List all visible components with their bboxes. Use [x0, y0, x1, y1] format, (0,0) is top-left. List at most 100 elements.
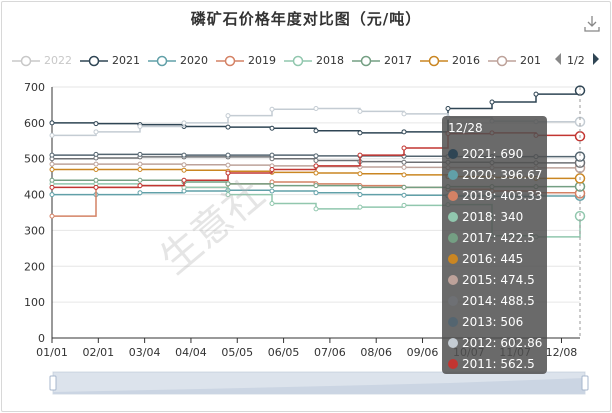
legend-marker-icon — [420, 55, 448, 67]
tooltip-series-dot — [448, 149, 458, 159]
x-tick-label: 05/05 — [221, 346, 253, 359]
data-point-2017 — [357, 184, 363, 190]
tooltip-series-dot — [448, 254, 458, 264]
data-point-2013 — [181, 152, 187, 158]
tooltip-row: 2012: 602.86 — [448, 333, 542, 353]
data-point-2011 — [357, 152, 363, 158]
data-point-2018 — [225, 192, 231, 198]
data-point-2015 — [93, 161, 99, 167]
datazoom-slider — [49, 371, 589, 395]
legend-label: 2017 — [384, 54, 412, 67]
data-point-2016 — [313, 170, 319, 176]
data-point-2020 — [313, 190, 319, 196]
legend: 2022 2021 2020 2019 2018 2017 2016 201 — [4, 52, 564, 70]
tooltip-series-dot — [448, 359, 458, 369]
tooltip-row: 2018: 340 — [448, 207, 523, 227]
data-point-2011 — [401, 145, 407, 151]
tooltip-series-dot — [448, 338, 458, 348]
tooltip-row: 2016: 445 — [448, 249, 523, 269]
tooltip-row-label: 2013: 506 — [462, 315, 524, 329]
data-point-2016 — [181, 167, 187, 173]
data-point-2012 — [49, 132, 55, 138]
data-point-2017 — [401, 184, 407, 190]
data-point-2021 — [313, 128, 319, 134]
legend-label: 2018 — [316, 54, 344, 67]
legend-label: 2021 — [112, 54, 140, 67]
data-point-2013 — [49, 152, 55, 158]
data-point-2017 — [49, 177, 55, 183]
zoom-shadow — [53, 378, 585, 394]
data-point-2021 — [49, 120, 55, 126]
data-point-2015 — [49, 161, 55, 167]
data-point-2012 — [357, 108, 363, 114]
data-point-2016 — [401, 172, 407, 178]
legend-marker-icon — [216, 55, 244, 67]
legend-marker-icon — [352, 55, 380, 67]
legend-next-icon[interactable] — [592, 52, 600, 66]
legend-label: 2022 — [44, 54, 72, 67]
tooltip-row: 2015: 474.5 — [448, 270, 535, 290]
y-tick-label: 300 — [24, 224, 45, 237]
data-point-2018 — [269, 201, 275, 207]
data-point-2013 — [137, 151, 143, 157]
data-point-2011 — [269, 166, 275, 172]
data-point-2015 — [225, 162, 231, 168]
download-icon[interactable] — [584, 15, 600, 33]
tooltip-row-label: 2012: 602.86 — [462, 336, 543, 350]
x-tick-label: 02/01 — [82, 346, 114, 359]
data-point-2020 — [357, 192, 363, 198]
data-point-2021 — [533, 91, 539, 97]
data-point-2011 — [225, 170, 231, 176]
data-point-2016 — [49, 166, 55, 172]
data-point-2020 — [49, 192, 55, 198]
tooltip-row-label: 2015: 474.5 — [462, 273, 535, 287]
zoom-handle[interactable] — [581, 375, 589, 391]
data-point-2015 — [137, 161, 143, 167]
data-point-2021 — [225, 124, 231, 130]
data-point-2013 — [313, 153, 319, 159]
tooltip-row-label: 2016: 445 — [462, 252, 524, 266]
tooltip-row: 2011: 562.5 — [448, 354, 535, 374]
data-point-2016 — [93, 166, 99, 172]
data-point-2016 — [357, 171, 363, 177]
y-tick-label: 200 — [24, 260, 45, 273]
legend-marker-icon — [148, 55, 176, 67]
y-tick-label: 600 — [24, 117, 45, 130]
tooltip-series-dot — [448, 212, 458, 222]
data-point-2011 — [49, 184, 55, 190]
data-point-2020 — [401, 192, 407, 198]
zoom-window — [53, 372, 585, 394]
data-point-2020 — [137, 190, 143, 196]
tooltip: 12/28 2021: 690 2020: 396.67 2019: 403.33 2… — [442, 116, 547, 374]
tooltip-series-dot — [448, 296, 458, 306]
legend-prev-icon[interactable] — [554, 52, 562, 66]
tooltip-row-label: 2011: 562.5 — [462, 357, 535, 371]
data-point-2021 — [93, 121, 99, 127]
data-point-2012 — [181, 120, 187, 126]
chart-title: 磷矿石价格年度对比图（元/吨） — [190, 10, 422, 28]
legend-marker-icon — [80, 55, 108, 67]
tooltip-row-label: 2014: 488.5 — [462, 294, 535, 308]
tooltip-row: 2013: 506 — [448, 312, 523, 332]
tooltip-row: 2017: 422.5 — [448, 228, 535, 248]
zoom-handle[interactable] — [49, 375, 57, 391]
legend-marker-icon — [488, 55, 516, 67]
data-point-2015 — [181, 162, 187, 168]
tooltip-row-label: 2021: 690 — [462, 147, 524, 161]
tooltip-series-dot — [448, 233, 458, 243]
data-point-2011 — [313, 163, 319, 169]
x-tick-label: 06/05 — [268, 346, 300, 359]
tooltip-row: 2019: 403.33 — [448, 186, 542, 206]
data-point-2017 — [269, 183, 275, 189]
data-point-2013 — [225, 152, 231, 158]
x-tick-label: 12/08 — [546, 346, 578, 359]
tooltip-series-dot — [448, 191, 458, 201]
data-point-2016 — [137, 166, 143, 172]
data-point-2020 — [269, 188, 275, 194]
tooltip-row-label: 2018: 340 — [462, 210, 524, 224]
y-tick-label: 400 — [24, 189, 45, 202]
x-tick-label: 08/06 — [360, 346, 392, 359]
data-point-2014 — [401, 159, 407, 165]
x-tick-label: 04/04 — [175, 346, 207, 359]
